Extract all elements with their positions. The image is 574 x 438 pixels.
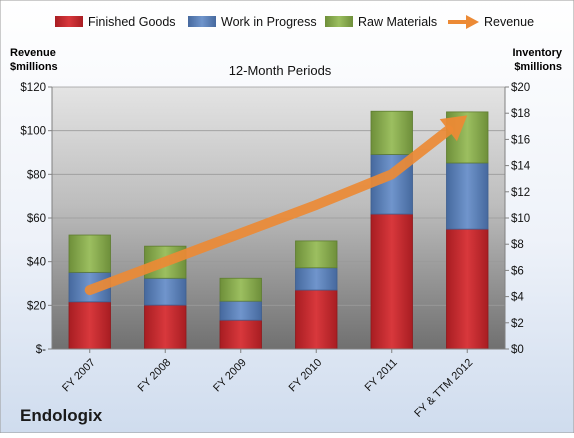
right-tick-label-9: $18	[511, 108, 530, 120]
company-name: Endologix	[20, 406, 103, 425]
bar-work-in-progress-2	[219, 300, 262, 321]
legend-swatch-work-in-progress	[188, 16, 216, 27]
bar-finished-goods-2	[219, 319, 262, 350]
right-tick-label-8: $16	[511, 134, 530, 146]
legend-revenue-arrow-icon	[448, 15, 479, 29]
revenue-point-0	[85, 285, 95, 295]
bar-finished-goods-4	[370, 213, 413, 350]
bar-finished-goods-5	[446, 228, 489, 350]
right-tick-label-6: $12	[511, 187, 530, 199]
bar-finished-goods-0	[68, 301, 111, 350]
bar-work-in-progress-5	[446, 162, 489, 230]
revenue-arrow	[84, 115, 468, 296]
left-tick-label-4: $80	[27, 169, 46, 181]
right-tick-label-7: $14	[511, 161, 531, 173]
revenue-point-4	[387, 169, 397, 179]
left-tick-label-0: $-	[36, 344, 46, 356]
left-axis-ticks: $- $20 $40 $60 $80 $100 $120	[20, 82, 52, 356]
bar-finished-goods-1	[144, 304, 187, 350]
legend-label-finished-goods: Finished Goods	[88, 15, 176, 29]
right-tick-label-0: $0	[511, 344, 524, 356]
bar-raw-materials-2	[219, 277, 262, 302]
right-tick-label-4: $8	[511, 239, 524, 251]
left-tick-label-1: $20	[27, 300, 46, 312]
right-tick-label-2: $4	[511, 292, 524, 304]
right-tick-label-10: $20	[511, 82, 530, 94]
legend-label-revenue: Revenue	[484, 15, 534, 29]
legend-swatch-finished-goods	[55, 16, 83, 27]
bar-work-in-progress-1	[144, 277, 187, 306]
left-tick-label-6: $120	[20, 82, 46, 94]
right-tick-label-3: $6	[511, 265, 524, 277]
legend-label-raw-materials: Raw Materials	[358, 15, 437, 29]
left-tick-label-3: $60	[27, 213, 46, 225]
right-axis-title-line-1: Inventory	[512, 47, 562, 59]
legend-swatch-raw-materials	[325, 16, 353, 27]
legend-label-work-in-progress: Work in Progress	[221, 15, 317, 29]
right-axis-ticks: $0 $2 $4 $6 $8 $10 $12 $14 $16 $18 $20	[505, 82, 531, 356]
revenue-point-3	[311, 200, 321, 210]
bar-raw-materials-3	[295, 240, 338, 269]
revenue-point-5	[439, 115, 468, 142]
revenue-point-2	[236, 228, 246, 238]
left-axis-title-line-2: $millions	[10, 61, 58, 73]
bar-work-in-progress-3	[295, 267, 338, 291]
right-tick-label-5: $10	[511, 213, 530, 225]
revenue-line	[84, 125, 454, 296]
gridlines	[52, 86, 505, 306]
chart-title: 12-Month Periods	[229, 63, 332, 78]
bars	[68, 110, 489, 350]
revenue-point-1	[160, 257, 170, 267]
left-tick-label-2: $40	[27, 257, 46, 269]
left-tick-label-5: $100	[20, 126, 46, 138]
right-axis-title-line-2: $millions	[514, 61, 562, 73]
right-tick-label-1: $2	[511, 318, 524, 330]
bar-finished-goods-3	[295, 289, 338, 350]
legend: Finished Goods Work in Progress Raw Mate…	[55, 15, 534, 29]
bar-raw-materials-4	[370, 110, 413, 155]
left-axis-title-line-1: Revenue	[10, 47, 56, 59]
bar-raw-materials-0	[68, 234, 111, 273]
